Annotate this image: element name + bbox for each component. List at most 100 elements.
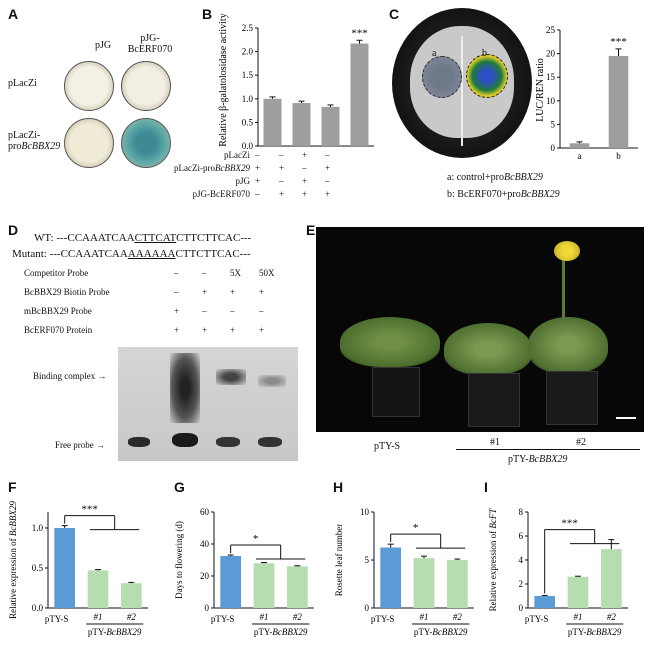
- bar: [321, 106, 340, 146]
- y-tick-label: 0.0: [32, 603, 44, 613]
- emsa-row-value: 50X: [259, 268, 275, 278]
- significance-marker: ***: [351, 27, 368, 39]
- panel-c-legend-b: b: BcERF070+proBcBBX29: [447, 189, 560, 200]
- emsa-row-value: –: [174, 268, 179, 278]
- emsa-row-value: –: [202, 268, 207, 278]
- y-tick-label: 0.0: [242, 141, 254, 151]
- bar: [350, 43, 369, 146]
- significance-marker: ***: [81, 504, 98, 516]
- x-group-label: pTY-BcBBX29: [88, 627, 142, 637]
- x-label-line2: #2: [127, 612, 137, 622]
- b-table-sign: –: [279, 176, 284, 186]
- b-table-row: pJG-BcERF070– + + +: [150, 189, 380, 202]
- b-table-sign: –: [255, 150, 260, 160]
- emsa-row: mBcBBX29 Probe + – – –: [24, 306, 294, 320]
- y-tick-label: 20: [200, 571, 210, 581]
- b-table-row: pJG + – + –: [150, 176, 380, 189]
- x-group-label: pTY-BcBBX29: [568, 627, 622, 637]
- infiltration-spot-b: [466, 54, 508, 98]
- bar: [380, 547, 401, 608]
- chart-c-ylabel: LUC/REN ratio: [535, 58, 546, 122]
- x-group-label-text: pTY-: [414, 627, 433, 637]
- b-table-row: pLacZi – – + –: [150, 150, 380, 163]
- chart-i: 0 2 4 6 8 Relative expression of BcFT *** pTY-S…: [488, 507, 628, 637]
- bar: [220, 556, 241, 608]
- x-tick-label: a: [578, 151, 582, 161]
- chart-c: LUC/REN ratio 0 5 10 15 20 25 a b ***: [535, 25, 638, 161]
- y-tick-label: 0: [519, 603, 524, 613]
- x-group-label-gene: BcBBX29: [272, 627, 307, 637]
- wt-sequence: WT: ---CCAAATCAACTTCATCTTCTTCAC---: [34, 232, 252, 244]
- x-label-ctrl: pTY-S: [525, 614, 549, 624]
- free-probe-band-3: [216, 437, 240, 447]
- emsa-row: BcERF070 Protein + + + +: [24, 325, 294, 339]
- b-table-row-name: pJG-BcERF070: [192, 189, 250, 199]
- y-tick-label: 20: [546, 49, 556, 59]
- free-probe-label: Free probe →: [55, 440, 105, 450]
- panel-e-line2: #2: [576, 437, 586, 448]
- y-tick-label: 0.5: [32, 563, 44, 573]
- emsa-row-name: BcERF070 Protein: [24, 325, 93, 335]
- y-tick-label: 1.0: [32, 523, 44, 533]
- panel-a-row2: pLacZi- proBcBBX29: [8, 130, 61, 152]
- y-axis-label: Days to flowering (d): [174, 521, 184, 599]
- significance-marker: ***: [610, 36, 627, 48]
- free-probe-band-1: [128, 437, 150, 447]
- leaf-label-a: a: [432, 48, 437, 59]
- significance-marker: *: [253, 533, 259, 545]
- bar: [534, 596, 555, 608]
- y-tick-label: 2: [519, 579, 524, 589]
- b-table-sign: –: [325, 150, 330, 160]
- plant-3-stem: [562, 257, 565, 367]
- b-table-row: pLacZi-proBcBBX29 + + – +: [150, 163, 380, 176]
- bar: [447, 560, 468, 608]
- emsa-row-value: +: [202, 287, 208, 297]
- emsa-row-value: 5X: [230, 268, 241, 278]
- emsa-row-value: +: [259, 325, 265, 335]
- x-group-label: pTY-BcBBX29: [414, 627, 468, 637]
- x-label-ctrl: pTY-S: [371, 614, 395, 624]
- emsa-row-name: mBcBBX29 Probe: [24, 306, 92, 316]
- b-table-sign: –: [279, 150, 284, 160]
- emsa-row-value: –: [202, 306, 207, 316]
- emsa-row: Competitor Probe – – 5X 50X: [24, 268, 294, 282]
- bar: [569, 143, 590, 148]
- panel-e-label: E: [306, 222, 316, 238]
- emsa-row-value: +: [230, 287, 236, 297]
- plant-2-pot: [468, 373, 520, 427]
- bar: [608, 55, 629, 148]
- y-axis-label: Rosette leaf number: [334, 524, 344, 596]
- x-label-line1: #1: [260, 612, 269, 622]
- y-axis-label: Relative expression of BcBBX29: [8, 501, 18, 619]
- gel-lane-2-smear: [170, 353, 200, 423]
- x-label-line1: #1: [94, 612, 103, 622]
- y-tick-label: 1.0: [242, 94, 254, 104]
- emsa-row-value: –: [230, 306, 235, 316]
- b-table-sign: +: [325, 163, 331, 173]
- b-table-sign: +: [302, 176, 308, 186]
- y-tick-label: 2.5: [242, 23, 254, 33]
- emsa-row-value: +: [230, 325, 236, 335]
- panel-a-label: A: [8, 6, 19, 22]
- y-axis-label-text: Relative expression of: [8, 536, 18, 619]
- y-axis-label-gene: BcBBX29: [8, 501, 18, 536]
- x-label-line2: #2: [453, 612, 463, 622]
- x-group-label-gene: BcBBX29: [586, 627, 621, 637]
- b-table-row-name: pLacZi-proBcBBX29: [174, 163, 250, 173]
- bar: [292, 103, 311, 146]
- y-tick-label: 15: [546, 72, 556, 82]
- x-label-line1: #1: [574, 612, 583, 622]
- x-group-label-text: pTY-: [568, 627, 587, 637]
- y-tick-label: 60: [200, 507, 210, 517]
- scale-bar: [616, 417, 636, 419]
- chart-b: Relative β-galatolosidase activity 0.0 0.…: [218, 13, 374, 151]
- y-tick-label: 25: [546, 25, 556, 35]
- significance-marker: *: [413, 522, 419, 534]
- leaf-luminescence-image: a b: [392, 8, 532, 158]
- b-table-sign: +: [279, 189, 285, 199]
- significance-marker: ***: [561, 518, 578, 530]
- x-label-ctrl: pTY-S: [45, 614, 69, 624]
- bar: [413, 558, 435, 608]
- b-table-sign: +: [255, 176, 261, 186]
- emsa-row-name: Competitor Probe: [24, 268, 89, 278]
